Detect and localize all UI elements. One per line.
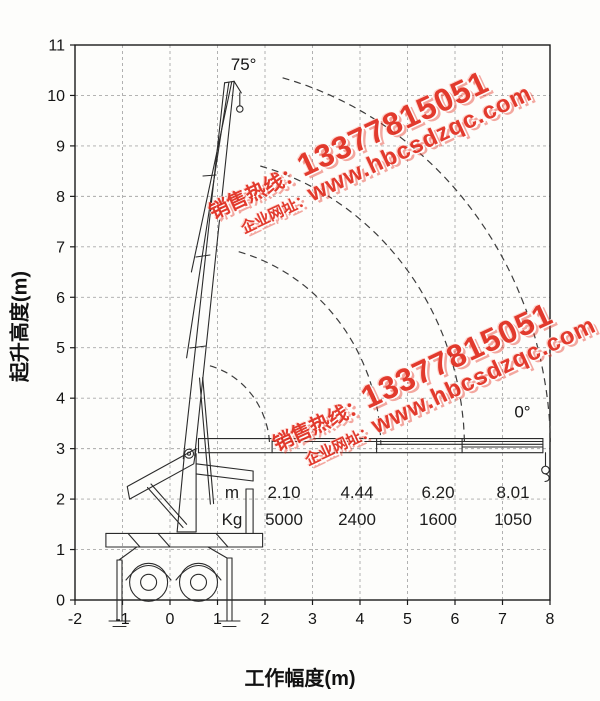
crane-drawing <box>105 80 550 628</box>
axis-tick-marks <box>70 44 551 605</box>
envelope-arc <box>238 251 382 446</box>
y-tick-label: 0 <box>56 593 65 610</box>
angle-label: 75° <box>231 55 257 74</box>
x-tick-label: 4 <box>356 611 365 628</box>
x-tick-label: 0 <box>166 611 175 628</box>
y-tick-label: 4 <box>56 391 65 408</box>
x-tick-label: 1 <box>213 611 222 628</box>
load-table-load-row: Kg 5000 2400 1600 1050 <box>212 506 548 533</box>
x-axis-title: 工作幅度(m) <box>244 668 356 690</box>
envelope-arc <box>209 365 271 448</box>
y-tick-label: 3 <box>56 441 65 458</box>
x-tick-label: 7 <box>498 611 507 628</box>
envelope-arc <box>282 77 551 442</box>
y-tick-label: 8 <box>56 189 65 206</box>
x-tick-label: 5 <box>403 611 412 628</box>
load-value: 2400 <box>338 510 376 529</box>
boom-angle-labels: 75° 0° <box>231 55 531 421</box>
load-value: 5000 <box>265 510 303 529</box>
radius-value: 8.01 <box>496 483 530 502</box>
load-table: m 2.10 4.44 6.20 8.01 Kg 5000 2400 1600 … <box>212 479 548 533</box>
working-envelope-arcs <box>209 77 551 448</box>
radius-value: 4.44 <box>340 483 374 502</box>
radius-value: 2.10 <box>267 483 301 502</box>
envelope-arc <box>260 165 466 444</box>
y-tick-label: 10 <box>47 88 65 105</box>
y-tick-label: 6 <box>56 290 65 307</box>
x-tick-label: 2 <box>261 611 270 628</box>
y-axis-title: 起升高度(m) <box>9 270 32 383</box>
load-value: 1050 <box>494 510 532 529</box>
x-tick-label: 8 <box>546 611 555 628</box>
angle-label: 0° <box>514 402 530 421</box>
y-tick-label: 7 <box>56 239 65 256</box>
gridlines <box>75 45 550 600</box>
x-tick-label: 3 <box>308 611 317 628</box>
y-tick-label: 5 <box>56 340 65 357</box>
y-tick-label: 2 <box>56 492 65 509</box>
load-value: 1600 <box>419 510 457 529</box>
y-tick-label: 1 <box>56 542 65 559</box>
load-unit-label: Kg <box>221 510 243 529</box>
x-tick-label: 6 <box>451 611 460 628</box>
radius-value: 6.20 <box>421 483 455 502</box>
y-tick-label: 9 <box>56 138 65 155</box>
x-tick-label: -2 <box>68 611 82 628</box>
radius-unit-label: m <box>224 483 240 502</box>
y-tick-label: 11 <box>48 38 65 55</box>
load-table-radius-row: m 2.10 4.44 6.20 8.01 <box>212 479 548 506</box>
